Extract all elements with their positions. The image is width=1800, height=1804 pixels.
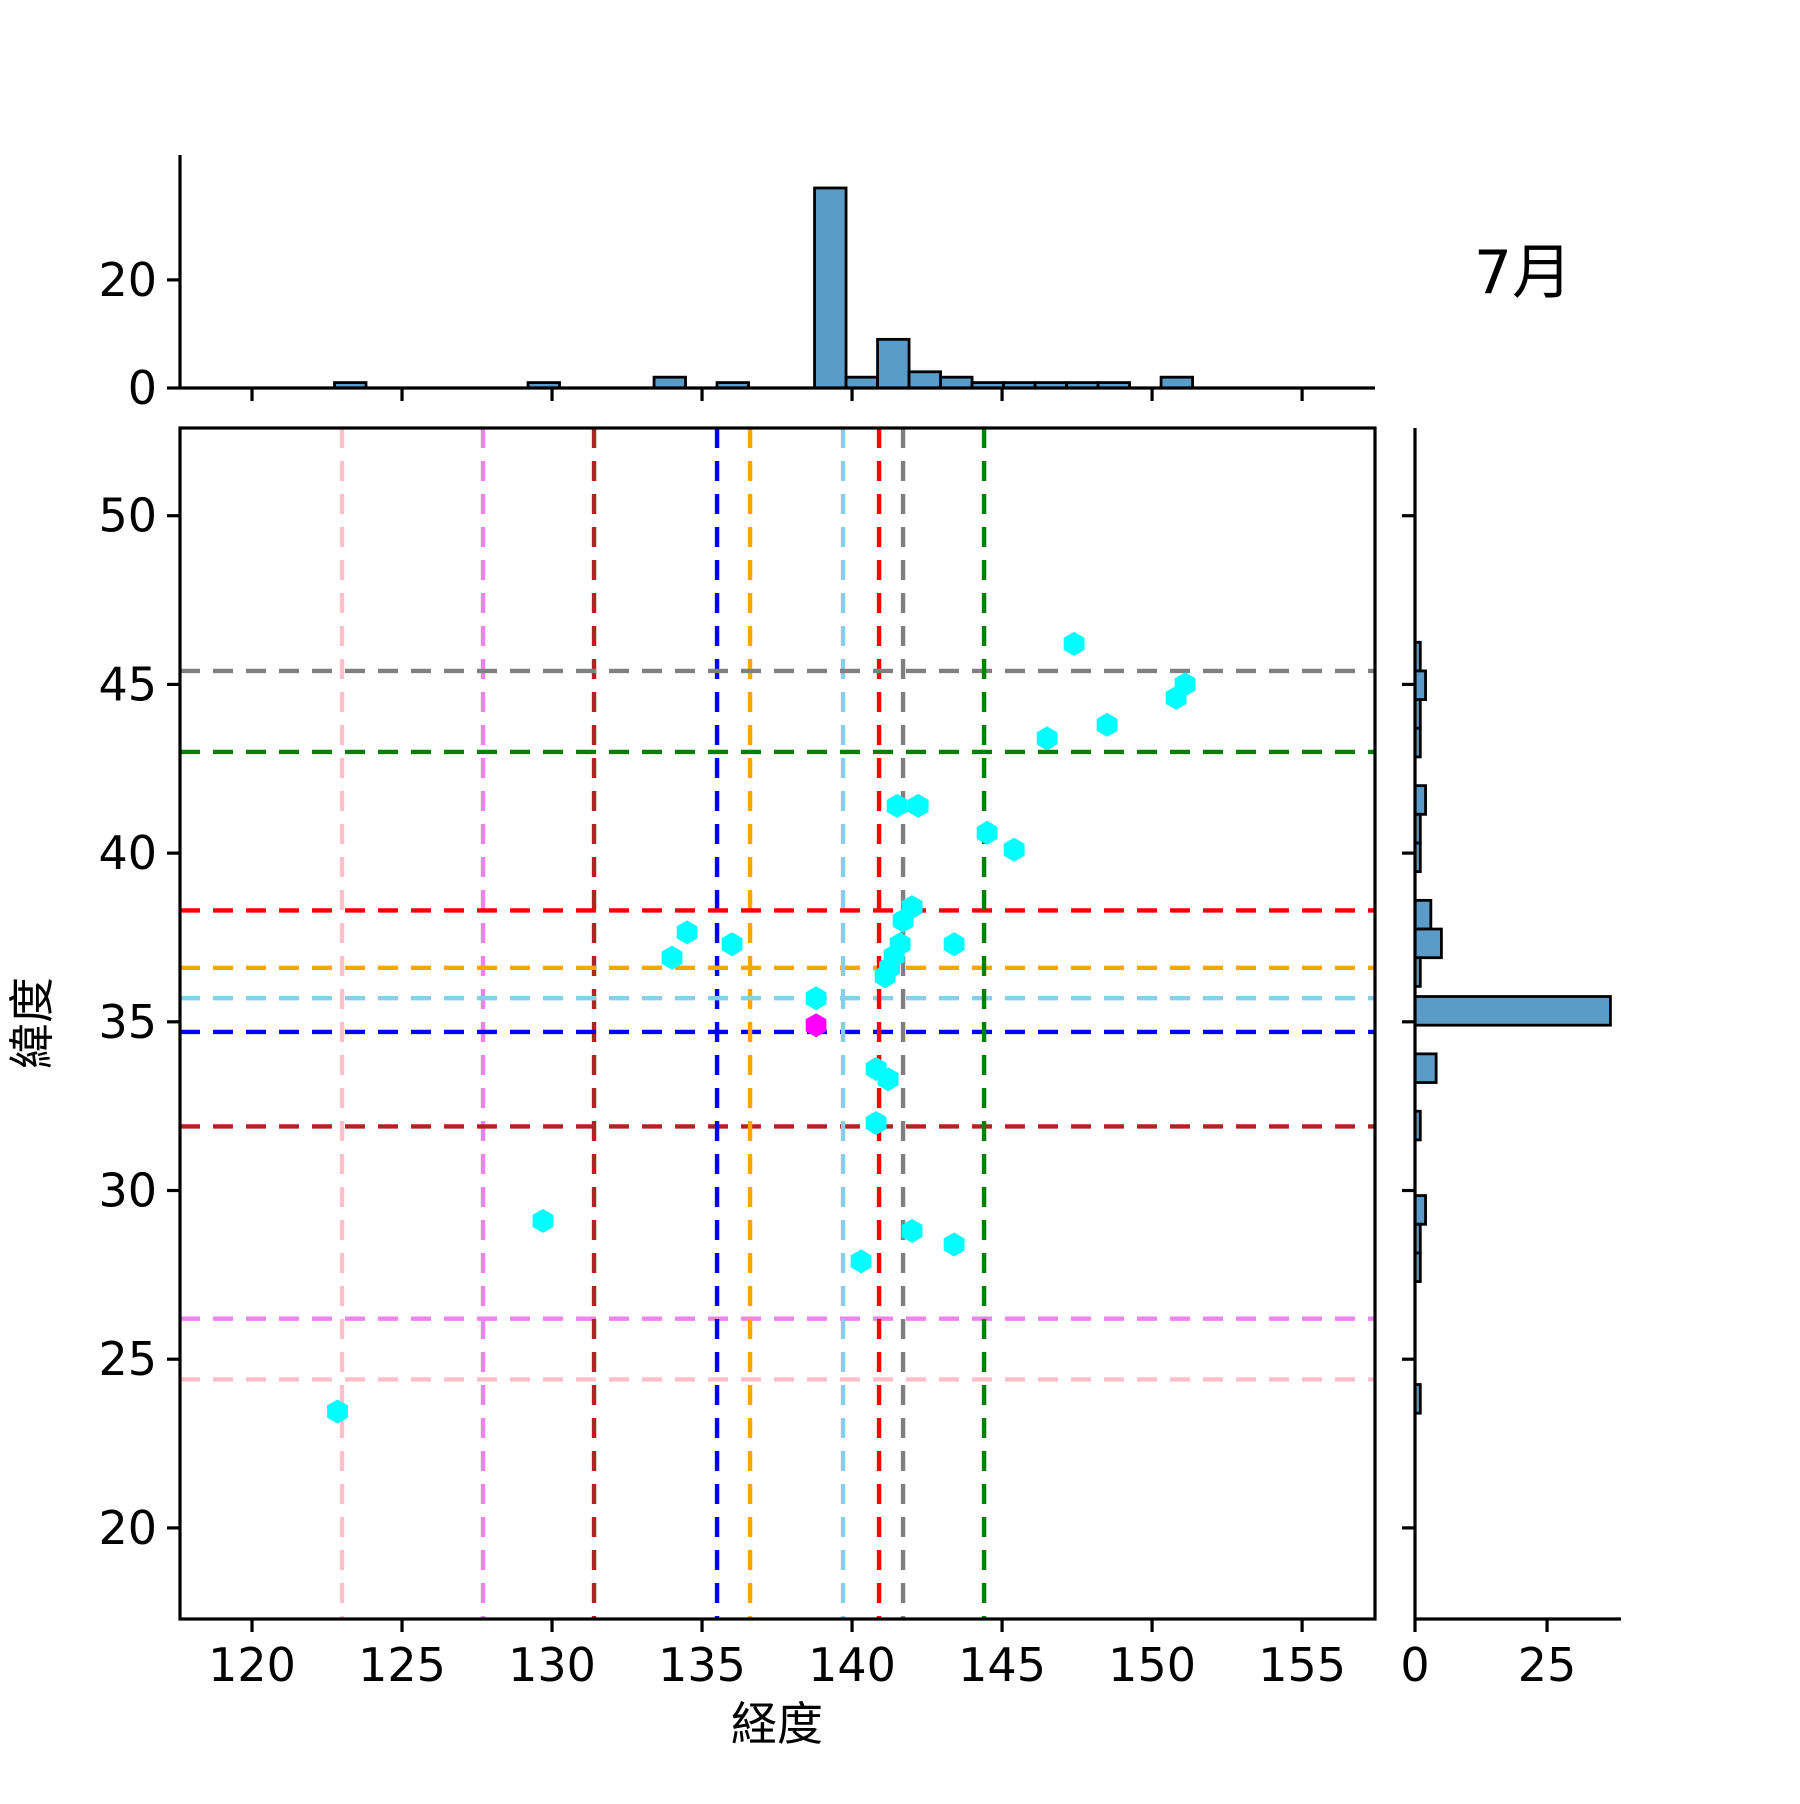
top-hist-bar (876, 337, 911, 390)
scatter-point (901, 1219, 923, 1243)
scatter-point (532, 1208, 554, 1233)
scatter-point (676, 920, 698, 945)
y-axis-label: 緯度 (5, 977, 59, 1069)
scatter-point (327, 1399, 348, 1424)
main-xtick-label: 125 (358, 1638, 446, 1692)
main-ytick-label: 45 (98, 657, 157, 711)
main-ytick-label: 35 (98, 995, 157, 1049)
main-xtick-label: 135 (658, 1638, 746, 1692)
main-xtick-label: 145 (958, 1638, 1046, 1692)
main-axes-layer: 120 125 130 135 140 145 150 155 20 25 30 35 40 45 50 (98, 426, 1377, 1692)
main-ytick-label: 30 (98, 1164, 157, 1218)
scatter-point (943, 1232, 965, 1257)
top-marginal-histogram: 0 20 (98, 155, 1375, 415)
scatter-point (1063, 631, 1085, 656)
scatter-point (889, 932, 911, 957)
scatter-layer (327, 631, 1196, 1424)
top-hist-bar (1159, 375, 1194, 390)
top-hist-bar (652, 375, 687, 390)
x-axis-label: 経度 (731, 1697, 823, 1751)
right-hist-bar (1413, 1052, 1438, 1084)
main-ytick-label: 40 (98, 826, 157, 880)
main-ytick-label: 50 (98, 489, 157, 543)
scatter-point (721, 932, 743, 957)
reference-lines-layer (180, 428, 1375, 1619)
scatter-point (1096, 712, 1118, 737)
scatter-point (805, 986, 827, 1011)
main-plot-border (178, 426, 1377, 1621)
right-hist-xtick-label: 25 (1518, 1638, 1577, 1692)
highlight-point (805, 1013, 827, 1038)
right-hist-bar (1413, 898, 1433, 931)
scatter-point (943, 932, 965, 957)
main-xtick-label: 150 (1108, 1638, 1196, 1692)
right-marginal-histogram: 0 25 (1400, 428, 1621, 1692)
chart-title: 7月 (1474, 238, 1572, 308)
right-hist-bar (1413, 927, 1443, 960)
top-hist-bar (939, 375, 974, 390)
scatter-point (661, 945, 683, 970)
main-xtick-label: 140 (808, 1638, 896, 1692)
scatter-point (901, 895, 923, 920)
main-ytick-label: 20 (98, 1501, 157, 1555)
main-ytick-label: 25 (98, 1332, 157, 1386)
main-xtick-label: 120 (208, 1638, 296, 1692)
scatter-point (976, 820, 998, 845)
main-xtick-label: 130 (508, 1638, 596, 1692)
scatter-point (1174, 672, 1196, 697)
right-hist-xtick-label: 0 (1400, 1638, 1429, 1692)
top-hist-ytick-label: 20 (98, 253, 157, 307)
top-hist-bar (907, 370, 942, 390)
top-hist-ytick-label: 0 (128, 361, 157, 415)
scatter-point (886, 793, 908, 818)
right-hist-bar (1413, 995, 1612, 1027)
top-hist-bar (813, 186, 848, 390)
scatter-point (850, 1249, 872, 1274)
scatter-point (1003, 837, 1025, 862)
scatter-point (1036, 726, 1058, 751)
scatter-point (907, 793, 929, 818)
top-hist-bar (844, 375, 879, 390)
scatter-point (865, 1111, 887, 1135)
main-xtick-label: 155 (1258, 1638, 1346, 1692)
scatter-point (877, 1067, 899, 1092)
